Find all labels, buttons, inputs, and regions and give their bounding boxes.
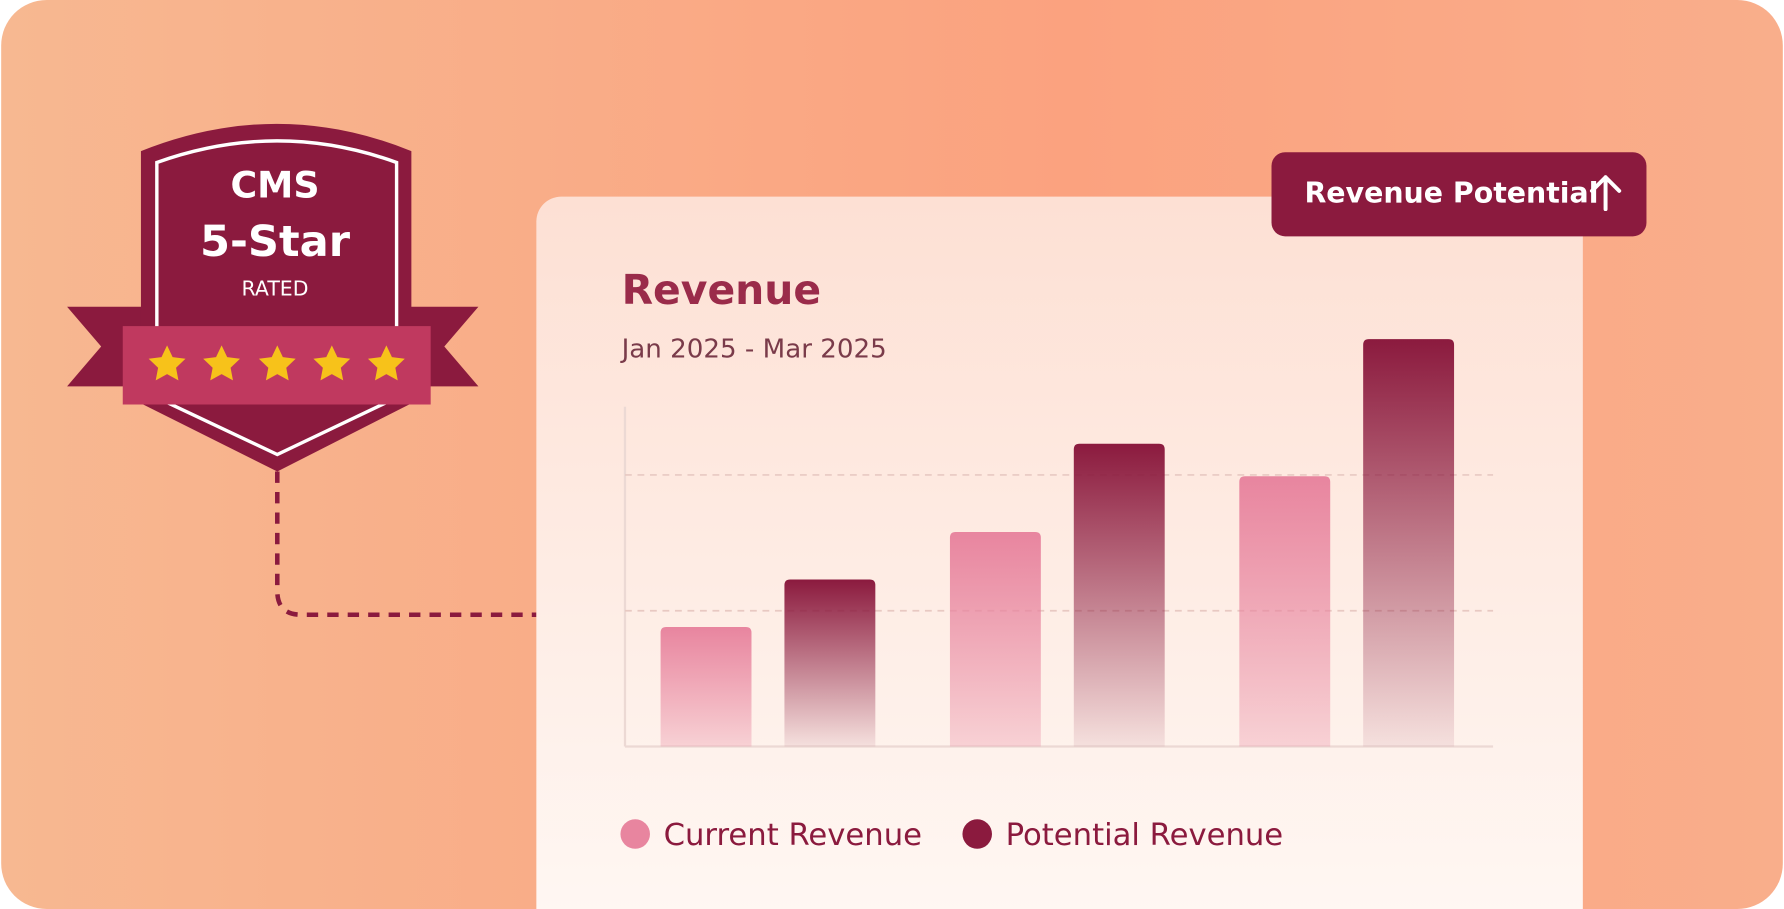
button-label[interactable]: Revenue Potential xyxy=(1304,176,1598,209)
bar xyxy=(1363,339,1455,747)
badge: CMS 5-Star RATED xyxy=(67,123,479,472)
stars xyxy=(148,345,405,381)
bar xyxy=(784,579,876,747)
bar xyxy=(1073,443,1165,747)
arrow-up-icon[interactable] xyxy=(1589,175,1622,212)
badge-line1: CMS xyxy=(230,163,319,206)
chart-title: Revenue xyxy=(622,266,822,314)
button-bg[interactable] xyxy=(1271,152,1647,237)
star xyxy=(148,345,186,381)
chart-subtitle: Jan 2025 - Mar 2025 xyxy=(620,334,887,364)
star xyxy=(367,345,405,381)
badge-line2: 5-Star xyxy=(200,217,351,267)
legend-label: Current Revenue xyxy=(664,818,922,853)
legend-swatch xyxy=(620,819,650,849)
bar xyxy=(660,627,752,747)
star xyxy=(313,345,351,381)
shield-outline xyxy=(155,139,399,457)
star xyxy=(203,345,241,381)
star xyxy=(258,345,296,381)
badge-line3: RATED xyxy=(242,277,309,301)
bar xyxy=(949,531,1041,747)
legend-label: Potential Revenue xyxy=(1006,818,1284,853)
legend-swatch xyxy=(962,819,992,849)
bar xyxy=(1239,476,1331,747)
revenue-potential-button[interactable]: Revenue Potential xyxy=(1271,152,1647,237)
